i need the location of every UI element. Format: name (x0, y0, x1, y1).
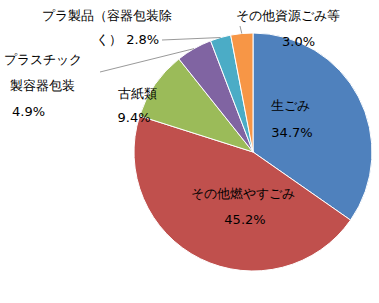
svg-text:製容器包装: 製容器包装 (10, 78, 75, 93)
svg-text:生ごみ: 生ごみ (271, 98, 310, 113)
svg-text:プラ製品（容器包装除: プラ製品（容器包装除 (42, 8, 172, 23)
svg-text:プラスチック: プラスチック (8, 52, 82, 67)
svg-text:45.2%: 45.2% (224, 212, 265, 227)
svg-text:3.0%: 3.0% (282, 34, 315, 49)
svg-text:その他燃やすごみ: その他燃やすごみ (191, 186, 295, 201)
svg-text:く） 2.8%: く） 2.8% (96, 32, 159, 47)
svg-text:34.7%: 34.7% (271, 125, 312, 140)
svg-text:その他資源ごみ等: その他資源ごみ等 (236, 8, 340, 23)
svg-text:古紙類: 古紙類 (118, 86, 157, 101)
svg-text:4.9%: 4.9% (12, 104, 45, 119)
svg-text:9.4%: 9.4% (117, 110, 150, 125)
